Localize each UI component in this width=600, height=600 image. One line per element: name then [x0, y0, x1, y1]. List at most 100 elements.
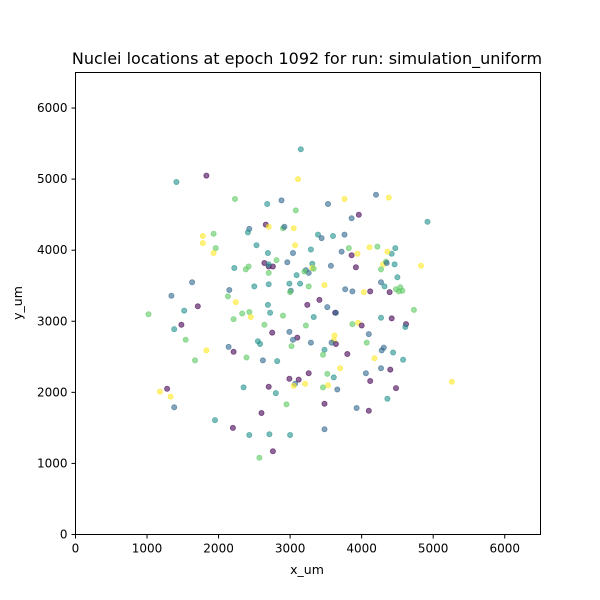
data-point — [266, 431, 273, 438]
data-point — [329, 232, 336, 239]
data-point — [288, 343, 295, 350]
data-point — [287, 289, 294, 296]
data-point — [210, 249, 217, 256]
data-point — [156, 388, 163, 395]
data-point — [354, 250, 361, 257]
data-point — [316, 296, 323, 303]
data-point — [178, 321, 185, 328]
data-point — [259, 357, 266, 364]
data-point — [367, 377, 374, 384]
data-point — [424, 218, 431, 225]
data-point — [278, 197, 285, 204]
data-point — [388, 315, 395, 322]
data-point — [344, 350, 351, 357]
data-point — [191, 357, 198, 364]
data-point — [181, 307, 188, 314]
data-point — [304, 301, 311, 308]
data-point — [353, 404, 360, 411]
x-tick-label: 6000 — [489, 542, 520, 556]
data-point — [274, 358, 281, 365]
data-point — [279, 312, 286, 319]
data-point — [387, 366, 394, 373]
data-point — [247, 313, 254, 320]
data-point — [203, 172, 210, 179]
data-point — [167, 393, 174, 400]
data-point — [289, 249, 296, 256]
data-point — [265, 383, 272, 390]
data-point — [321, 346, 328, 353]
data-point — [342, 286, 349, 293]
data-point — [269, 448, 276, 455]
data-point — [302, 322, 309, 329]
data-point — [384, 395, 391, 402]
y-tick-label: 3000 — [37, 314, 68, 328]
data-point — [254, 338, 261, 345]
data-point — [264, 249, 271, 256]
data-point — [265, 223, 272, 230]
y-tick-label: 6000 — [37, 101, 68, 115]
data-point — [292, 242, 299, 249]
data-point — [363, 339, 370, 346]
data-point — [377, 279, 384, 286]
data-point — [321, 281, 328, 288]
data-point — [243, 354, 250, 361]
data-point — [348, 215, 355, 222]
data-point — [383, 259, 390, 266]
data-point — [305, 283, 312, 290]
y-tick-label: 5000 — [37, 172, 68, 186]
data-point — [372, 191, 379, 198]
data-point — [337, 365, 344, 372]
y-tick-label: 0 — [60, 528, 68, 542]
data-point — [269, 329, 276, 336]
x-tick-label: 0 — [72, 542, 80, 556]
data-point — [380, 344, 387, 351]
data-point — [334, 386, 341, 393]
data-point — [289, 336, 296, 343]
data-point — [402, 323, 409, 330]
y-axis: 0 1000 2000 3000 4000 5000 6000 — [37, 101, 76, 542]
data-point — [273, 257, 280, 264]
data-point — [310, 265, 317, 272]
data-point — [210, 230, 217, 237]
data-point — [362, 370, 369, 377]
data-point — [168, 292, 175, 299]
data-point — [164, 385, 171, 392]
data-point — [284, 259, 291, 266]
data-point — [242, 266, 249, 273]
points-layer — [145, 146, 455, 461]
x-tick-label: 1000 — [132, 542, 163, 556]
data-point — [321, 400, 328, 407]
x-tick-label: 4000 — [346, 542, 377, 556]
data-point — [319, 351, 326, 358]
data-point — [290, 382, 297, 389]
data-point — [410, 306, 417, 313]
x-axis: 0 1000 2000 3000 4000 5000 6000 — [72, 534, 520, 556]
data-point — [240, 384, 247, 391]
data-point — [448, 378, 455, 385]
data-point — [319, 384, 326, 391]
data-point — [321, 426, 328, 433]
data-point — [332, 309, 339, 316]
data-point — [314, 231, 321, 238]
data-point — [229, 424, 236, 431]
data-point — [295, 376, 302, 383]
data-point — [272, 390, 279, 397]
data-point — [330, 374, 337, 381]
data-point — [324, 200, 331, 207]
data-point — [377, 266, 384, 273]
data-point — [294, 176, 301, 183]
data-point — [307, 246, 314, 253]
x-tick-label: 5000 — [418, 542, 449, 556]
data-point — [301, 268, 308, 275]
data-point — [290, 225, 297, 232]
data-point — [230, 348, 237, 355]
data-point — [171, 404, 178, 411]
y-axis-label: y_um — [10, 286, 25, 320]
data-point — [324, 304, 331, 311]
data-point — [230, 316, 237, 323]
data-point — [349, 321, 356, 328]
data-point — [145, 311, 152, 318]
data-point — [417, 262, 424, 269]
data-point — [283, 401, 290, 408]
